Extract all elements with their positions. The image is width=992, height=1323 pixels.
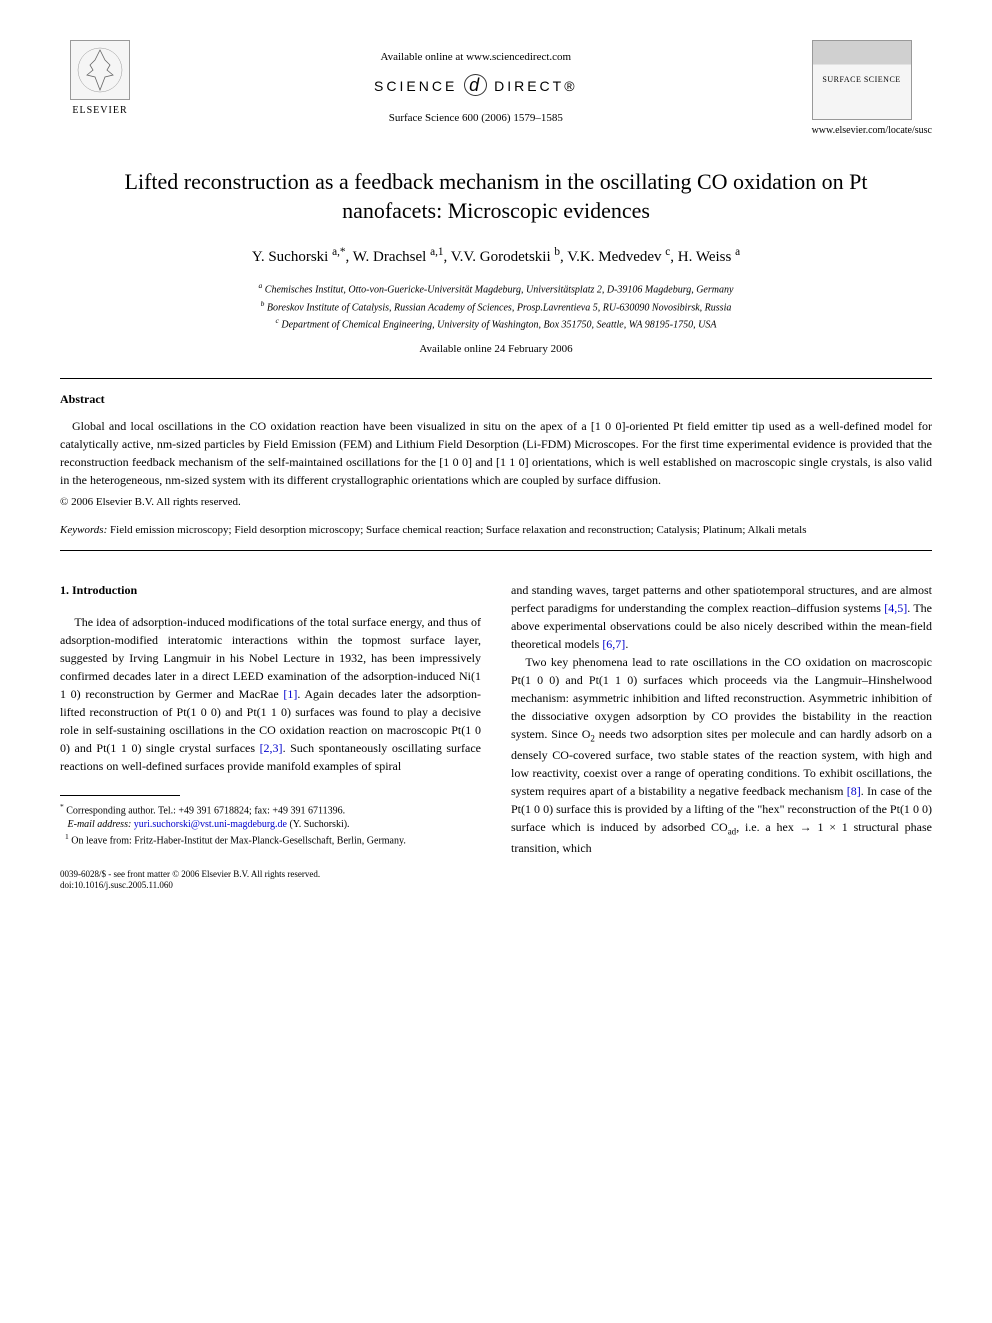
rule-above-abstract [60,378,932,379]
keywords-block: Keywords: Field emission microscopy; Fie… [60,523,932,538]
journal-cover-thumbnail: SURFACE SCIENCE [812,40,912,120]
article-title: Lifted reconstruction as a feedback mech… [100,168,892,225]
email-link[interactable]: yuri.suchorski@vst.uni-magdeburg.de [134,819,287,830]
intro-paragraph-1: The idea of adsorption-induced modificat… [60,613,481,775]
journal-reference: Surface Science 600 (2006) 1579–1585 [140,111,812,126]
intro-paragraph-1-cont: and standing waves, target patterns and … [511,581,932,653]
elsevier-tree-icon [70,40,130,100]
abstract-heading: Abstract [60,391,932,408]
header-center: Available online at www.sciencedirect.co… [140,40,812,126]
cite-1[interactable]: [1] [283,687,297,701]
available-date: Available online 24 February 2006 [60,342,932,357]
journal-cover-title: SURFACE SCIENCE [822,74,900,85]
footer-doi: doi:10.1016/j.susc.2005.11.060 [60,880,481,892]
column-left: 1. Introduction The idea of adsorption-i… [60,581,481,892]
column-right: and standing waves, target patterns and … [511,581,932,892]
footnotes-block: * Corresponding author. Tel.: +49 391 67… [60,802,481,849]
science-direct-logo: SCIENCE d DIRECT® [140,73,812,98]
intro-paragraph-2: Two key phenomena lead to rate oscillati… [511,653,932,857]
footnote-separator [60,795,180,796]
cite-6-7[interactable]: [6,7] [602,637,625,651]
header-row: ELSEVIER Available online at www.science… [60,40,932,138]
at-symbol-icon: d [464,74,487,96]
keywords-label: Keywords: [60,524,107,536]
cite-8[interactable]: [8] [847,784,861,798]
section-1-heading: 1. Introduction [60,581,481,599]
journal-url[interactable]: www.elsevier.com/locate/susc [812,124,932,138]
footnote-1: 1 On leave from: Fritz-Haber-Institut de… [60,832,481,848]
abstract-copyright: © 2006 Elsevier B.V. All rights reserved… [60,495,932,510]
rule-below-keywords [60,550,932,551]
available-online-text: Available online at www.sciencedirect.co… [140,50,812,65]
affiliations-block: a Chemisches Institut, Otto-von-Guericke… [60,280,932,332]
footnote-email: E-mail address: yuri.suchorski@vst.uni-m… [60,818,481,832]
publisher-logo: ELSEVIER [60,40,140,118]
abstract-text: Global and local oscillations in the CO … [60,417,932,489]
body-two-column: 1. Introduction The idea of adsorption-i… [60,581,932,892]
footnote-corresponding: * Corresponding author. Tel.: +49 391 67… [60,802,481,818]
authors-line: Y. Suchorski a,*, W. Drachsel a,1, V.V. … [60,245,932,268]
keywords-text: Field emission microscopy; Field desorpt… [110,524,807,536]
footer-front-matter: 0039-6028/$ - see front matter © 2006 El… [60,869,481,881]
journal-cover-block: SURFACE SCIENCE www.elsevier.com/locate/… [812,40,932,138]
page-footer: 0039-6028/$ - see front matter © 2006 El… [60,869,481,892]
affiliation-b: b Boreskov Institute of Catalysis, Russi… [60,298,932,315]
affiliation-c: c Department of Chemical Engineering, Un… [60,315,932,332]
affiliation-a: a Chemisches Institut, Otto-von-Guericke… [60,280,932,297]
publisher-name: ELSEVIER [72,104,127,118]
cite-2-3[interactable]: [2,3] [260,741,283,755]
cite-4-5[interactable]: [4,5] [884,601,907,615]
